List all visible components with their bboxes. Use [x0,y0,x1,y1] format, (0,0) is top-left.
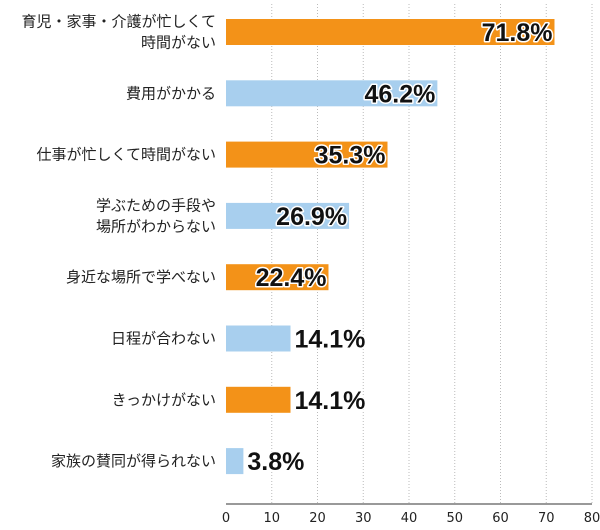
x-tick-label: 80 [584,511,600,526]
value-label: 3.8% [247,448,304,476]
bars [226,19,555,475]
x-tick-label: 70 [538,511,555,526]
x-axis-ticks: 0 10 20 30 40 50 60 70 80 [222,511,600,526]
category-label: 費用がかかる [126,84,216,102]
x-tick-label: 20 [309,511,326,526]
grid-lines [271,4,593,504]
bar [226,141,388,168]
x-tick-label: 10 [263,511,280,526]
x-tick-label: 50 [446,511,463,526]
bar [226,264,329,291]
value-label: 14.1% [295,387,366,415]
value-label: 22.4% [256,264,327,292]
value-label: 35.3% [315,142,386,170]
value-label: 26.9% [276,203,347,231]
category-label: 育児・家事・介護が忙しくて時間がない [21,13,216,52]
x-tick-label: 40 [401,511,418,526]
bar [226,19,555,45]
bar [226,386,291,413]
category-label: 学ぶための手段や場所がわからない [96,196,216,235]
category-label: 仕事が忙しくて時間がない [36,146,216,164]
value-label: 71.8% [482,19,553,47]
x-tick-label: 60 [492,511,509,526]
value-label: 14.1% [295,326,366,354]
category-label: 日程が合わない [111,330,216,348]
bar [226,80,438,107]
category-labels: 育児・家事・介護が忙しくて時間がない費用がかかる仕事が忙しくて時間がない学ぶため… [21,13,216,471]
category-label: 身近な場所で学べない [66,268,216,286]
value-label: 46.2% [364,80,435,108]
value-labels: 71.8% 46.2% 35.3% 26.9% 22.4% 14.1% 14.1% 3.8% [246,18,554,478]
bar [226,448,244,475]
category-label: 家族の賛同が得られない [51,452,216,470]
x-tick-label: 0 [222,511,230,526]
category-label: きっかけがない [112,391,216,409]
bar [226,202,350,229]
bar [226,325,291,352]
x-tick-label: 30 [355,511,372,526]
